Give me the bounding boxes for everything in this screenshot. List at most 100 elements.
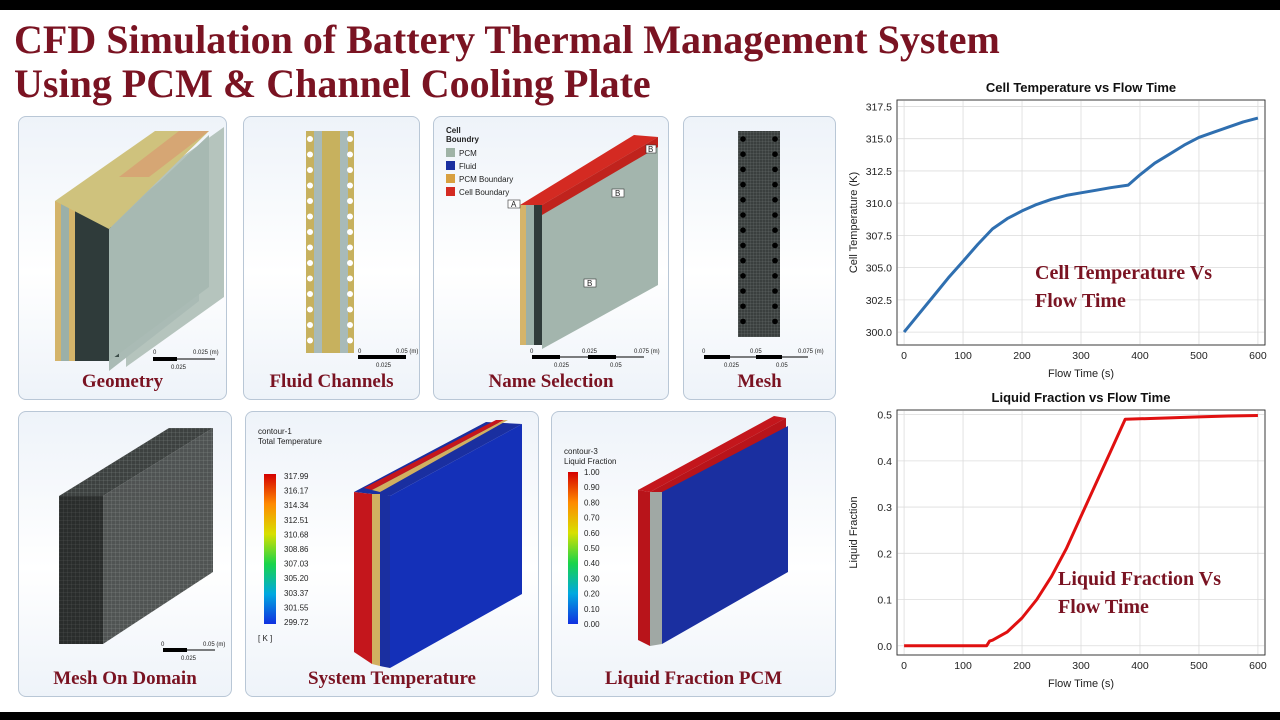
scale-label: 0.025	[181, 656, 197, 662]
name-selection-render: Cell Boundry PCM Fluid PCM Boundary Cell…	[446, 126, 660, 369]
mesh-hole	[772, 288, 778, 294]
y-tick-label: 300.0	[866, 327, 892, 339]
y-tick-label: 0.2	[877, 548, 892, 560]
x-tick-label: 100	[954, 350, 972, 362]
mesh-hole	[740, 181, 746, 188]
mesh-on-domain-label: Mesh On Domain	[53, 668, 197, 689]
y-tick-label: 312.5	[866, 166, 892, 178]
mesh-hole	[772, 318, 778, 325]
temperature-colorbar	[264, 474, 276, 624]
scale-label: 0.025	[724, 363, 740, 369]
mesh-hole	[740, 242, 746, 249]
marker-b: B	[615, 189, 620, 198]
system-temperature-panel: contour-1 Total Temperature 317.99 316.17…	[245, 411, 539, 697]
channel-hole	[307, 136, 313, 142]
geometry-label: Geometry	[81, 371, 164, 392]
chart-title: Liquid Fraction vs Flow Time	[992, 390, 1171, 405]
page-title-line-1: CFD Simulation of Battery Thermal Manage…	[14, 17, 1000, 62]
legend-title: Boundry	[446, 135, 479, 144]
channel-hole	[307, 182, 313, 189]
fluid-channels-label: Fluid Channels	[269, 371, 394, 392]
contour-level-label: 0.00	[584, 620, 600, 629]
contour-level-label: 316.17	[284, 487, 309, 496]
mesh-hole	[740, 303, 746, 309]
contour-level-label: 314.34	[284, 501, 309, 510]
x-tick-label: 0	[901, 660, 907, 672]
channel-hole	[307, 275, 313, 282]
channel-hole	[347, 167, 353, 173]
name-selection-panel: Cell Boundry PCM Fluid PCM Boundary Cell…	[433, 116, 669, 400]
contour-title: Liquid Fraction	[564, 457, 616, 466]
mesh-hole	[772, 197, 778, 203]
channel-hole	[307, 260, 313, 266]
marker-b: B	[648, 145, 653, 154]
mesh-hole	[772, 257, 778, 264]
top-black-bar	[0, 0, 1280, 10]
x-tick-label: 500	[1190, 350, 1208, 362]
channel-hole	[347, 229, 353, 235]
y-tick-label: 310.0	[866, 198, 892, 210]
contour-level-label: 312.51	[284, 516, 309, 525]
contour-level-label: 0.40	[584, 559, 600, 568]
chart-annotation: Liquid Fraction Vs	[1058, 568, 1221, 590]
mesh-hole	[772, 227, 778, 233]
mesh-label: Mesh	[737, 371, 782, 392]
scale-label: 0.025	[376, 363, 392, 369]
x-axis-label: Flow Time (s)	[1048, 368, 1114, 380]
x-tick-label: 600	[1249, 660, 1267, 672]
contour-level-label: 0.60	[584, 529, 600, 538]
contour-level-label: 0.70	[584, 514, 600, 523]
y-axis-label: Cell Temperature (K)	[848, 172, 860, 273]
y-axis-label: Liquid Fraction	[848, 496, 860, 568]
scale-label: 0.05 (m)	[203, 642, 225, 648]
channel-hole	[347, 337, 353, 344]
mesh-hole	[772, 273, 778, 279]
y-tick-label: 315.0	[866, 134, 892, 146]
scale-label: 0.025 (m)	[193, 350, 219, 356]
contour-level-label: 307.03	[284, 560, 309, 569]
y-tick-label: 0.5	[877, 410, 892, 422]
x-tick-label: 200	[1013, 350, 1031, 362]
channel-hole	[347, 322, 353, 328]
chart-title: Cell Temperature vs Flow Time	[986, 82, 1176, 95]
x-tick-label: 100	[954, 660, 972, 672]
liquid-fraction-chart: Liquid Fraction vs Flow Time 0 100 200 300 40…	[848, 390, 1267, 690]
scale-label: 0.025	[171, 365, 187, 371]
channel-hole	[347, 213, 353, 220]
scale-label: 0	[358, 349, 362, 355]
x-tick-label: 300	[1072, 350, 1090, 362]
contour-title: contour-3	[564, 447, 598, 456]
x-tick-label: 400	[1131, 660, 1149, 672]
y-tick-label: 305.0	[866, 263, 892, 275]
fluid-channels-render: 0 0.05 (m) 0.025	[306, 131, 418, 369]
channel-hole	[307, 322, 313, 328]
channel-hole	[347, 260, 353, 266]
y-tick-label: 0.3	[877, 502, 892, 514]
contour-title: contour-1	[258, 427, 292, 436]
chart-annotation: Flow Time	[1058, 596, 1149, 618]
mesh-render: 0 0.05 0.075 (m) 0.025 0.05	[702, 131, 824, 369]
legend-title: Cell	[446, 126, 461, 135]
x-tick-label: 500	[1190, 660, 1208, 672]
scale-label: 0	[530, 349, 534, 355]
channel-hole	[347, 136, 353, 142]
scale-label: 0.025	[582, 349, 598, 355]
mesh-on-domain-render: 0 0.05 (m) 0.025	[59, 428, 225, 662]
contour-level-label: 310.68	[284, 530, 309, 539]
geometry-render	[55, 127, 224, 371]
channel-hole	[307, 291, 313, 297]
y-tick-label: 302.5	[866, 295, 892, 307]
x-axis-label: Flow Time (s)	[1048, 678, 1114, 690]
channel-hole	[307, 151, 313, 158]
fluid-channels-panel: 0 0.05 (m) 0.025 Fluid Channels	[243, 116, 420, 400]
mesh-hole	[772, 181, 778, 188]
system-temperature-label: System Temperature	[308, 668, 476, 689]
scale-label: 0	[702, 349, 706, 355]
legend-item-fluid: Fluid	[459, 162, 476, 171]
x-tick-label: 400	[1131, 350, 1149, 362]
channel-hole	[307, 213, 313, 220]
liquid-fraction-pcm-panel: contour-3 Liquid Fraction 1.00 0.90 0.80 0.…	[551, 411, 836, 697]
contour-level-label: 0.30	[584, 574, 600, 583]
mesh-hole	[772, 136, 778, 142]
mesh-hole	[740, 273, 746, 279]
